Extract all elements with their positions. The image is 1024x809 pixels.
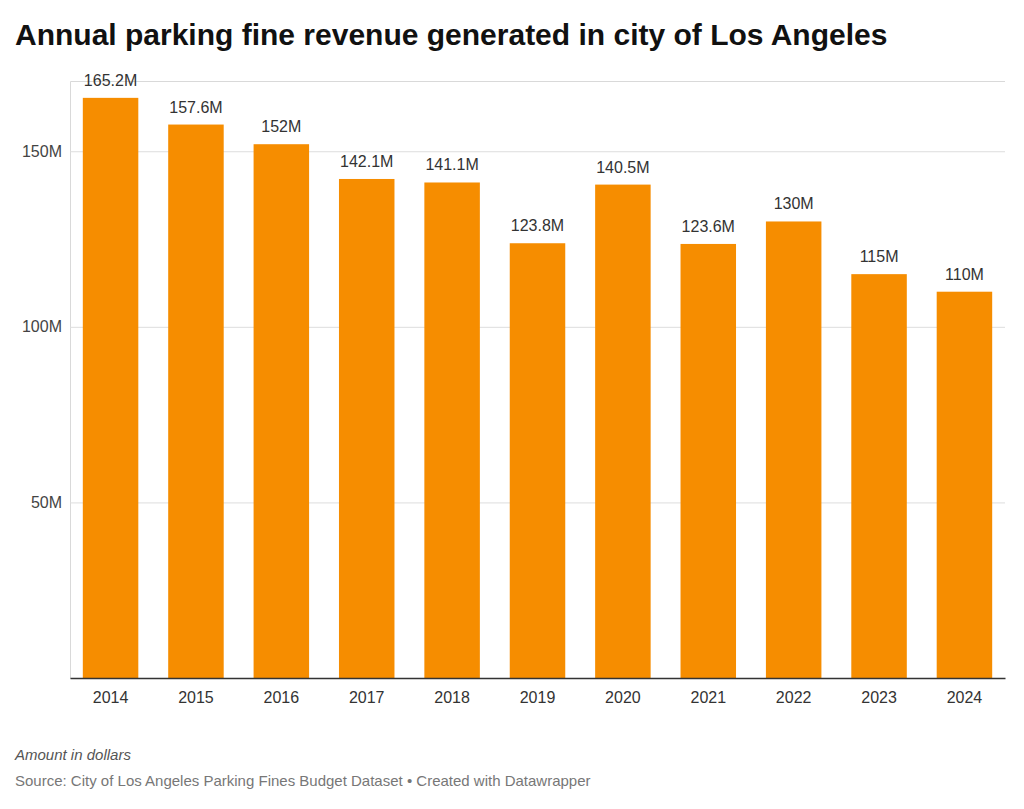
- x-tick-label: 2017: [349, 689, 385, 706]
- data-label: 123.8M: [511, 217, 564, 234]
- data-label: 141.1M: [425, 156, 478, 173]
- plot: 50M100M150M20142015201620172018201920202…: [22, 72, 1006, 707]
- x-tick: 2023: [861, 678, 897, 706]
- title: Annual parking fine revenue generated in…: [15, 18, 887, 51]
- x-tick: 2014: [93, 678, 129, 706]
- data-labels: 165.2M 157.6M 152M 142.1M 141.1M 123.8M 140.5M…: [84, 72, 984, 283]
- data-label: 130M: [774, 195, 814, 212]
- bar: [766, 221, 822, 678]
- data-label: 115M: [860, 248, 899, 265]
- bar: [510, 243, 566, 678]
- y-axis-line: [71, 82, 1006, 679]
- data-label: 142.1M: [340, 153, 393, 170]
- bar: [681, 244, 737, 678]
- y-tick-label: 100M: [22, 318, 62, 335]
- x-tick: 2024: [947, 678, 983, 706]
- bar: [424, 182, 480, 678]
- x-tick-label: 2014: [93, 689, 129, 706]
- x-axis-line: [71, 678, 1006, 680]
- data-label: 165.2M: [84, 72, 137, 89]
- x-tick-label: 2015: [178, 689, 214, 706]
- y-tick-label: 50M: [31, 494, 62, 511]
- x-tick-label: 2021: [690, 689, 726, 706]
- bar: [851, 274, 907, 678]
- x-axis: 2014 2015 2016 2017 2018 2019 2020 2021 2022 2023…: [71, 678, 1006, 706]
- bars: [83, 98, 992, 678]
- x-tick-label: 2019: [520, 689, 556, 706]
- source: Source: City of Los Angeles Parking Fine…: [15, 772, 591, 789]
- data-label: 152M: [261, 118, 301, 135]
- x-tick: 2019: [520, 678, 556, 706]
- data-label: 140.5M: [596, 159, 649, 176]
- x-tick-label: 2016: [264, 689, 300, 706]
- bar: [254, 144, 310, 678]
- x-tick: 2022: [776, 678, 812, 706]
- x-tick: 2018: [434, 678, 470, 706]
- bar: [595, 185, 651, 678]
- x-tick-label: 2018: [434, 689, 470, 706]
- y-axis: 50M 100M 150M: [22, 82, 1005, 679]
- bar: [83, 98, 139, 678]
- data-label: 110M: [945, 266, 984, 283]
- x-tick-label: 2023: [861, 689, 897, 706]
- y-tick-label: 150M: [22, 143, 62, 160]
- bar: [937, 292, 993, 678]
- x-tick-label: 2020: [605, 689, 641, 706]
- x-tick: 2021: [690, 678, 726, 706]
- data-label: 123.6M: [682, 218, 735, 235]
- bar: [339, 179, 395, 678]
- x-tick-label: 2024: [947, 689, 983, 706]
- x-tick-label: 2022: [776, 689, 812, 706]
- x-tick: 2017: [349, 678, 385, 706]
- data-label: 157.6M: [169, 99, 222, 116]
- chart: Annual parking fine revenue generated in…: [0, 0, 1024, 809]
- note: Amount in dollars: [14, 746, 131, 763]
- bar: [168, 125, 224, 678]
- x-tick: 2015: [178, 678, 214, 706]
- x-tick: 2020: [605, 678, 641, 706]
- x-tick: 2016: [264, 678, 300, 706]
